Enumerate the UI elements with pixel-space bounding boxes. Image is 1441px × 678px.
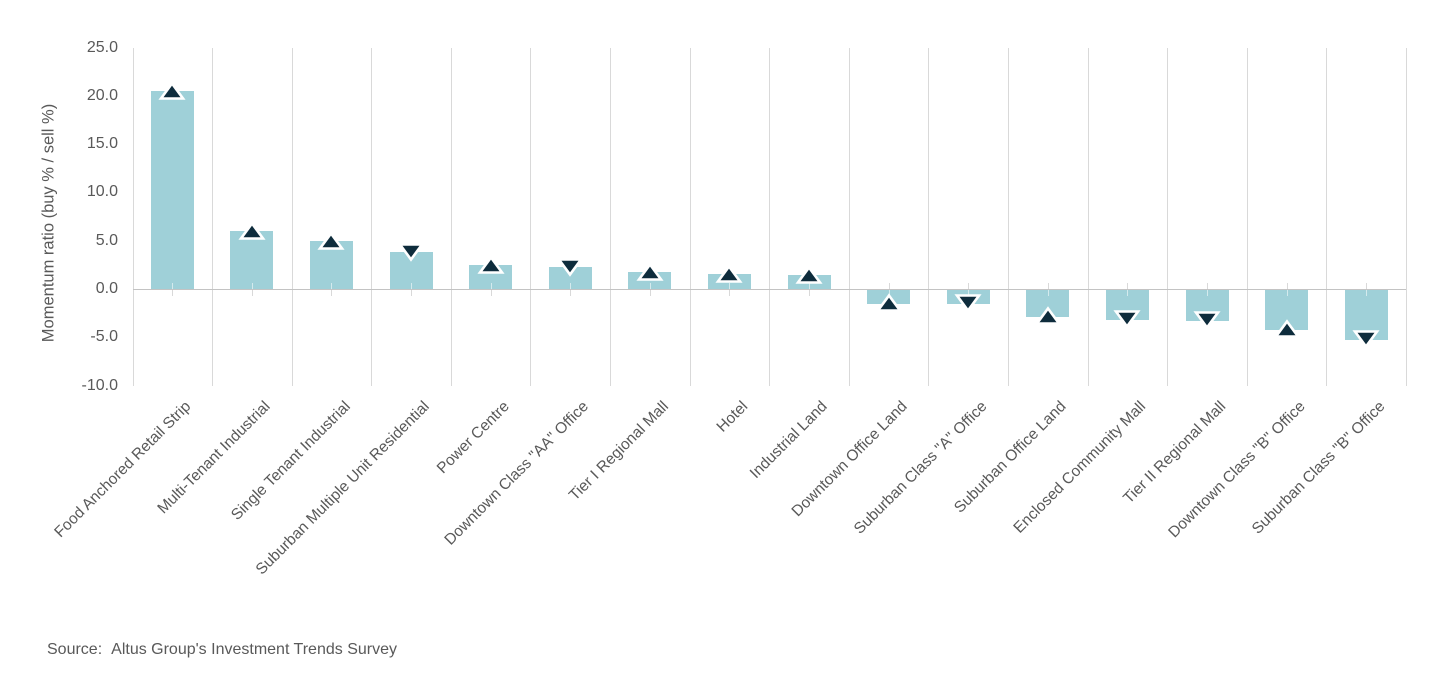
triangle-down-marker [397,243,425,262]
x-axis-tick [570,290,572,296]
x-axis-tick [1286,290,1288,296]
x-axis-tick [729,290,731,296]
triangle-up-marker [477,255,505,274]
bar [230,231,274,289]
source-note: Source: Altus Group's Investment Trends S… [47,641,397,659]
category-gridline [1087,47,1089,386]
triangle-down-marker [1352,330,1380,349]
category-gridline [291,47,293,386]
x-axis-tick [331,290,333,296]
x-axis-tick [1047,283,1049,289]
triangle-up-marker [158,81,186,100]
x-axis-category-label: Downtown Class "B" Office [1165,398,1309,542]
triangle-up-marker [238,221,266,240]
triangle-up-marker [636,261,664,281]
source-label: Source: [47,641,103,658]
x-axis-tick [1047,290,1049,296]
x-axis-tick [729,283,731,289]
y-axis-tick-label: 10.0 [86,183,118,201]
triangle-up-marker [715,263,744,283]
x-axis-tick [809,290,811,296]
x-axis-category-label: Suburban Class "A" Office [850,398,991,538]
category-gridline [1008,47,1010,386]
category-gridline [212,47,214,386]
x-axis-tick [251,283,253,289]
source-text: Altus Group's Investment Trends Survey [111,641,397,658]
x-axis-tick [411,283,413,289]
x-axis-tick [1366,283,1368,289]
triangle-up-marker [1034,306,1062,325]
bar [150,91,194,289]
y-axis-tick-label: 20.0 [86,86,118,104]
category-gridline [769,47,771,386]
x-axis-tick [968,283,970,289]
triangle-down-marker [954,294,982,314]
x-axis-category-label: Food Anchored Retail Strip [51,398,195,542]
y-axis-tick-label: 0.0 [95,280,118,297]
x-axis-tick [649,283,651,289]
x-axis-tick [809,283,811,289]
triangle-up-marker [317,231,346,250]
x-axis-category-label: Power Centre [433,398,513,478]
x-axis-tick [490,290,492,296]
x-axis-category-label: Hotel [713,398,752,436]
category-gridline [1326,47,1328,386]
x-axis-tick [1207,290,1209,296]
x-axis-tick [331,283,333,289]
x-axis-tick [649,290,651,296]
category-gridline [132,47,134,386]
y-axis-tick-label: 5.0 [95,231,118,249]
x-axis-tick [888,283,890,289]
category-gridline [689,47,691,386]
x-axis-tick [1286,283,1288,289]
category-gridline [1406,47,1407,386]
x-axis-category-label: Downtown Class "AA" Office [441,398,593,549]
x-axis-tick [411,290,413,296]
x-axis-tick [490,283,492,289]
y-axis-tick-label: 25.0 [86,38,118,56]
x-axis-category-label: Enclosed Community Mall [1010,398,1150,537]
triangle-up-marker [1273,318,1301,338]
x-axis-tick [251,290,253,296]
category-gridline [848,47,850,386]
triangle-down-marker [556,257,584,277]
x-axis-tick [172,283,174,289]
category-gridline [530,47,532,386]
category-gridline [1167,47,1169,386]
x-axis-tick [968,290,970,296]
bar [548,266,592,289]
category-gridline [928,47,930,386]
category-gridline [450,47,452,386]
triangle-up-marker [795,264,823,284]
x-axis-tick [1366,290,1368,296]
x-axis-tick [1127,290,1129,296]
x-axis-category-label: Industrial Land [747,398,832,482]
x-axis-category-label: Suburban Multiple Unit Residential [252,398,434,579]
y-axis-tick-label: -5.0 [90,328,118,346]
x-axis-tick [1127,283,1129,289]
x-axis-tick [888,290,890,296]
category-gridline [1246,47,1248,386]
y-axis-tick-label: -10.0 [81,376,118,394]
triangle-down-marker [1113,310,1141,329]
triangle-down-marker [1193,311,1221,330]
x-axis-tick [1207,283,1209,289]
x-axis-category-label: Suburban Class "B" Office [1248,398,1389,538]
x-axis-tick [172,290,174,296]
category-gridline [371,47,373,386]
y-axis-tick-label: 15.0 [86,135,118,153]
category-gridline [610,47,612,386]
triangle-up-marker [875,292,903,312]
x-axis-tick [570,283,572,289]
x-axis-line [132,289,1406,290]
